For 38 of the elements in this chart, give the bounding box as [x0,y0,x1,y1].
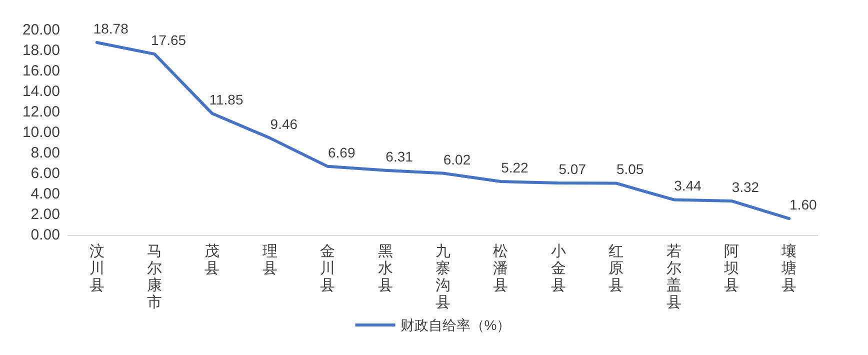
data-label: 5.07 [558,161,586,178]
x-tick-label: 若尔盖县 [666,243,682,311]
x-tick-label: 汶川县 [89,243,104,294]
y-tick-label: 18.00 [22,42,60,59]
data-label: 17.65 [151,32,186,48]
legend-label: 财政自给率（%） [400,317,511,333]
x-tick-label: 红原县 [608,243,624,294]
x-tick-label: 理县 [262,243,278,277]
data-label: 5.22 [501,159,529,176]
y-tick-label: 8.00 [30,144,60,162]
x-tick-label: 金川县 [320,243,336,294]
x-tick-label: 小金县 [550,243,566,294]
data-label: 18.78 [93,20,129,37]
x-tick-label: 阿坝县 [722,243,739,294]
y-tick-label: 14.00 [22,83,60,100]
x-tick-label: 松潘县 [493,243,508,294]
x-tick-label: 黑水县 [378,243,393,294]
x-tick-label: 茂县 [204,243,220,277]
data-label: 6.31 [386,148,414,164]
y-tick-label: 16.00 [22,62,60,80]
y-tick-label: 12.00 [22,104,60,120]
y-tick-label: 10.00 [22,124,60,141]
x-tick-label: 马尔康市 [147,243,162,311]
y-tick-label: 20.00 [22,22,60,38]
x-tick-label: 壤塘县 [780,243,797,294]
y-tick-label: 2.00 [30,206,60,223]
data-label: 9.46 [270,116,298,132]
y-tick-label: 6.00 [30,165,60,182]
y-tick-label: 0.00 [30,226,60,244]
data-label: 6.02 [443,151,471,168]
x-tick-label: 九寨沟县 [436,243,450,311]
data-label: 3.44 [674,178,702,194]
data-label: 5.05 [616,161,644,178]
data-label: 3.32 [732,178,760,195]
data-label: 1.60 [790,196,817,213]
data-label: 6.69 [328,144,356,160]
y-tick-label: 4.00 [30,186,60,202]
data-label: 11.85 [209,92,244,108]
